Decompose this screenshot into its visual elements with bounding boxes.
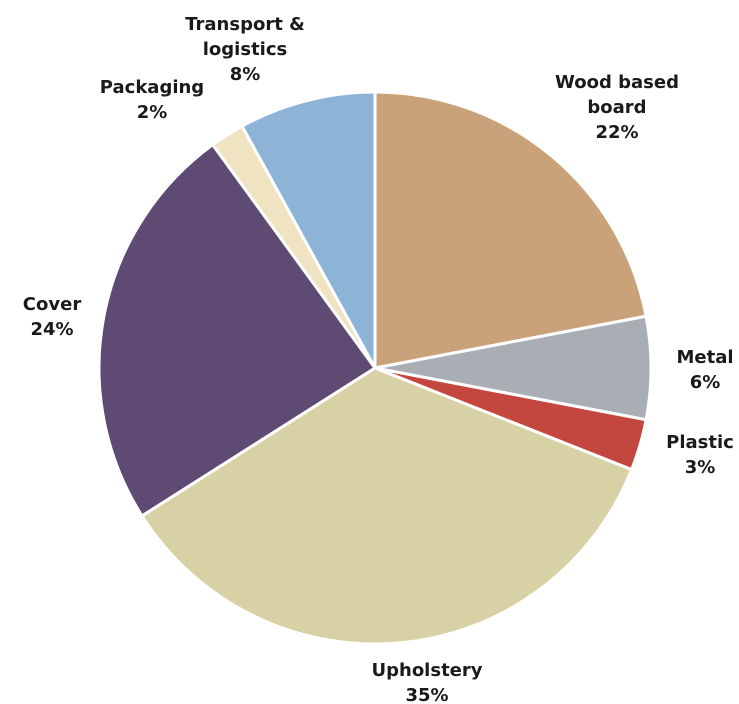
slice-label: Plastic 3%	[650, 430, 739, 480]
category-name: Upholstery	[371, 660, 483, 681]
percent-label: 2%	[136, 102, 168, 123]
slice-label: Packaging 2%	[82, 75, 222, 125]
category-name: Transport & logistics	[185, 14, 305, 60]
percent-label: 24%	[30, 319, 74, 340]
percent-label: 35%	[405, 685, 449, 704]
pie-slice	[97, 142, 378, 518]
pie-slice	[373, 90, 648, 370]
slice-label: Transport & logistics 8%	[165, 12, 325, 87]
category-name: Metal	[676, 347, 734, 368]
category-name: Plastic	[666, 432, 734, 453]
slice-label: Upholstery 35%	[327, 658, 527, 704]
category-name: Cover	[22, 294, 82, 315]
percent-label: 3%	[684, 457, 716, 478]
slice-label: Metal 6%	[660, 345, 739, 395]
pie-slice	[239, 90, 377, 369]
category-name: Packaging	[99, 77, 205, 98]
slice-label: Cover 24%	[2, 292, 102, 342]
percent-label: 6%	[689, 372, 721, 393]
percent-label: 22%	[595, 122, 639, 143]
slice-label: Wood based board 22%	[542, 70, 692, 145]
category-name: Wood based board	[555, 72, 679, 118]
percent-label: 8%	[229, 64, 261, 85]
pie-slice	[139, 366, 634, 646]
